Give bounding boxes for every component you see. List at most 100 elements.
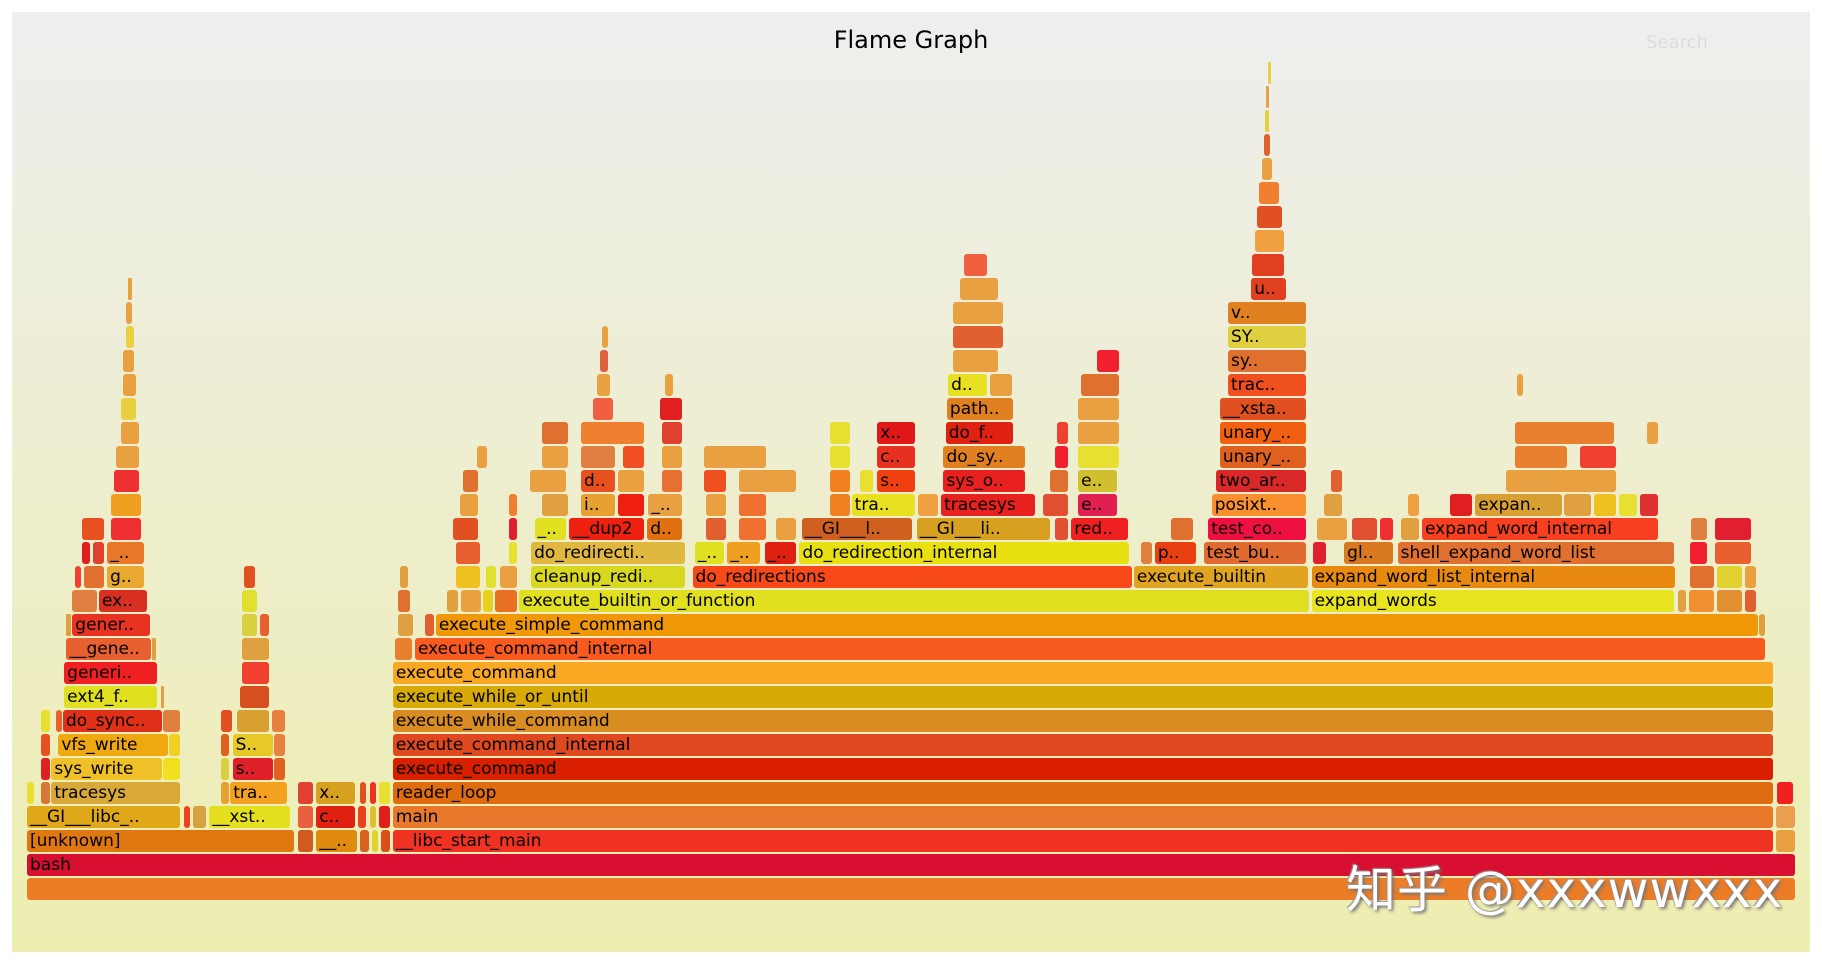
frame-do-redirections[interactable]: do_redirections [692, 566, 1132, 588]
frame[interactable] [297, 830, 313, 852]
frame[interactable] [358, 806, 367, 828]
frame[interactable] [1401, 518, 1419, 540]
frame-expand-word-internal[interactable]: expand_word_internal [1421, 518, 1658, 540]
frame[interactable] [989, 374, 1013, 396]
frame-posixt[interactable]: posixt.. [1211, 494, 1306, 516]
frame[interactable] [859, 470, 873, 492]
frame-execute-command[interactable]: execute_command [392, 662, 1773, 684]
frame-gi-l[interactable]: __GI___l.. [801, 518, 913, 540]
frame[interactable] [453, 518, 478, 540]
frame[interactable] [1691, 518, 1707, 540]
frame[interactable] [829, 494, 850, 516]
frame-reader-loop[interactable]: reader_loop [392, 782, 1773, 804]
frame-e[interactable]: e.. [1078, 470, 1117, 492]
frame-trac[interactable]: trac.. [1228, 374, 1306, 396]
frame-ex[interactable]: ex.. [99, 590, 147, 612]
frame[interactable] [27, 878, 1795, 900]
frame[interactable] [220, 710, 232, 732]
frame[interactable] [829, 446, 850, 468]
frame-d[interactable]: d.. [647, 518, 683, 540]
frame[interactable] [592, 398, 613, 420]
frame-red[interactable]: red.. [1071, 518, 1129, 540]
frame-unary[interactable]: unary_.. [1219, 446, 1306, 468]
frame[interactable] [162, 710, 181, 732]
frame[interactable] [272, 710, 286, 732]
frame[interactable] [1505, 470, 1617, 492]
frame[interactable] [274, 758, 285, 780]
frame-test-co[interactable]: test_co.. [1208, 518, 1306, 540]
frame-do-sync[interactable]: do_sync.. [63, 710, 162, 732]
frame[interactable] [1317, 518, 1347, 540]
frame-bash[interactable]: bash [27, 854, 1795, 876]
frame-sys-write[interactable]: sys_write [51, 758, 162, 780]
frame[interactable] [601, 326, 608, 348]
frame-execute-command-internal[interactable]: execute_command_internal [392, 734, 1773, 756]
frame[interactable] [662, 446, 683, 468]
frame-main[interactable]: main [392, 806, 1773, 828]
frame[interactable] [1171, 518, 1194, 540]
frame-generi[interactable]: generi.. [64, 662, 158, 684]
frame[interactable] [371, 830, 378, 852]
frame[interactable] [369, 782, 376, 804]
frame[interactable] [739, 470, 797, 492]
frame[interactable] [260, 614, 269, 636]
frame[interactable] [1267, 62, 1271, 84]
frame[interactable] [1078, 422, 1119, 444]
frame-path[interactable]: path.. [946, 398, 1014, 420]
frame[interactable] [495, 590, 518, 612]
frame[interactable] [581, 446, 615, 468]
frame-execute-builtin[interactable]: execute_builtin [1133, 566, 1309, 588]
frame-gl[interactable]: gl.. [1344, 542, 1394, 564]
frame-p[interactable]: p.. [1154, 542, 1196, 564]
frame[interactable] [1096, 350, 1119, 372]
frame[interactable] [483, 590, 493, 612]
frame[interactable] [241, 662, 269, 684]
frame[interactable] [964, 254, 987, 276]
frame[interactable] [455, 566, 481, 588]
frame[interactable] [1261, 158, 1273, 180]
frame[interactable] [447, 590, 459, 612]
frame[interactable] [1579, 446, 1617, 468]
frame[interactable] [1080, 374, 1119, 396]
frame-gene[interactable]: __gene.. [66, 638, 152, 660]
frame[interactable] [959, 278, 999, 300]
frame-[interactable]: _.. [648, 494, 683, 516]
frame[interactable] [1331, 470, 1342, 492]
frame[interactable] [378, 806, 390, 828]
frame-do-redirection-internal[interactable]: do_redirection_internal [799, 542, 1130, 564]
frame[interactable] [1563, 494, 1591, 516]
frame[interactable] [1254, 230, 1284, 252]
frame-tracesys[interactable]: tracesys [941, 494, 1036, 516]
frame[interactable] [1647, 422, 1658, 444]
frame-unknown[interactable]: [unknown] [27, 830, 295, 852]
frame[interactable] [776, 518, 797, 540]
frame[interactable] [168, 734, 181, 756]
frame-[interactable]: _.. [107, 542, 145, 564]
frame-g[interactable]: g.. [107, 566, 145, 588]
frame[interactable] [128, 278, 132, 300]
frame-gener[interactable]: gener.. [72, 614, 151, 636]
frame[interactable] [499, 566, 518, 588]
frame-do-sy[interactable]: do_sy.. [943, 446, 1025, 468]
frame[interactable] [56, 710, 62, 732]
frame[interactable] [1619, 494, 1638, 516]
frame[interactable] [1714, 518, 1751, 540]
frame[interactable] [618, 470, 644, 492]
frame[interactable] [952, 302, 1003, 324]
frame[interactable] [40, 734, 51, 756]
frame-expand-words[interactable]: expand_words [1311, 590, 1675, 612]
frame[interactable] [1380, 518, 1394, 540]
frame-cleanup-redi[interactable]: cleanup_redi.. [531, 566, 685, 588]
frame[interactable] [1593, 494, 1617, 516]
frame[interactable] [1252, 254, 1284, 276]
frame[interactable] [27, 782, 35, 804]
frame-sy[interactable]: sy.. [1228, 350, 1306, 372]
frame[interactable] [241, 614, 258, 636]
frame[interactable] [1777, 782, 1793, 804]
frame-d[interactable]: d.. [948, 374, 987, 396]
frame[interactable] [40, 782, 51, 804]
frame-execute-command-internal[interactable]: execute_command_internal [414, 638, 1765, 660]
frame[interactable] [1677, 590, 1686, 612]
frame[interactable] [1078, 398, 1119, 420]
frame[interactable] [72, 590, 97, 612]
